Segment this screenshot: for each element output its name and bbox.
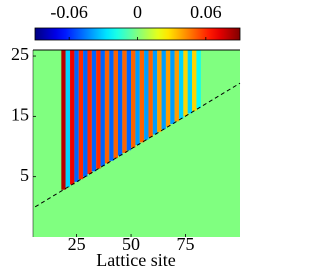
heat-column <box>148 50 153 138</box>
heat-column <box>74 50 79 182</box>
heat-column <box>100 50 105 167</box>
y-tick-label: 25 <box>11 44 29 64</box>
heat-column <box>61 50 66 190</box>
heat-column <box>192 50 197 111</box>
heat-column <box>152 50 158 135</box>
y-tick-label: 5 <box>20 165 29 185</box>
x-axis-label: Lattice site <box>96 250 175 270</box>
heat-column <box>144 50 149 140</box>
heat-column <box>83 50 88 177</box>
heat-column <box>174 50 179 122</box>
heat-column <box>139 50 145 143</box>
heat-column <box>131 50 136 148</box>
heat-column <box>104 50 110 164</box>
heat-column <box>135 50 140 146</box>
heat-column <box>165 50 171 127</box>
heat-column <box>65 50 71 188</box>
heat-column <box>178 50 184 119</box>
heat-column <box>109 50 114 161</box>
x-tick-label: 25 <box>68 234 86 254</box>
colorbar-tick-label: 0.06 <box>190 2 222 22</box>
heat-column <box>96 50 101 169</box>
heat-column <box>91 50 97 172</box>
x-tick-label: 75 <box>177 234 195 254</box>
heat-column <box>170 50 175 124</box>
colorbar-tick-label: 0 <box>133 2 142 22</box>
heat-column <box>122 50 127 153</box>
front-line <box>34 82 241 208</box>
chart: Lattice site -0.06 0 0.06 25 50 75 25 15 5 <box>11 2 241 270</box>
heat-column <box>157 50 162 132</box>
heat-column <box>161 50 166 130</box>
heat-column <box>113 50 118 159</box>
heat-column <box>70 50 75 185</box>
colorbar-tick-label: -0.06 <box>50 2 88 22</box>
heat-column <box>117 50 123 156</box>
heat-column <box>78 50 84 180</box>
heat-column <box>126 50 132 151</box>
heat-column <box>196 50 201 109</box>
x-tick-label: 50 <box>122 234 140 254</box>
heat-column <box>87 50 92 174</box>
y-tick-label: 15 <box>11 104 29 124</box>
heat-column <box>187 50 193 114</box>
heat-column <box>183 50 188 117</box>
